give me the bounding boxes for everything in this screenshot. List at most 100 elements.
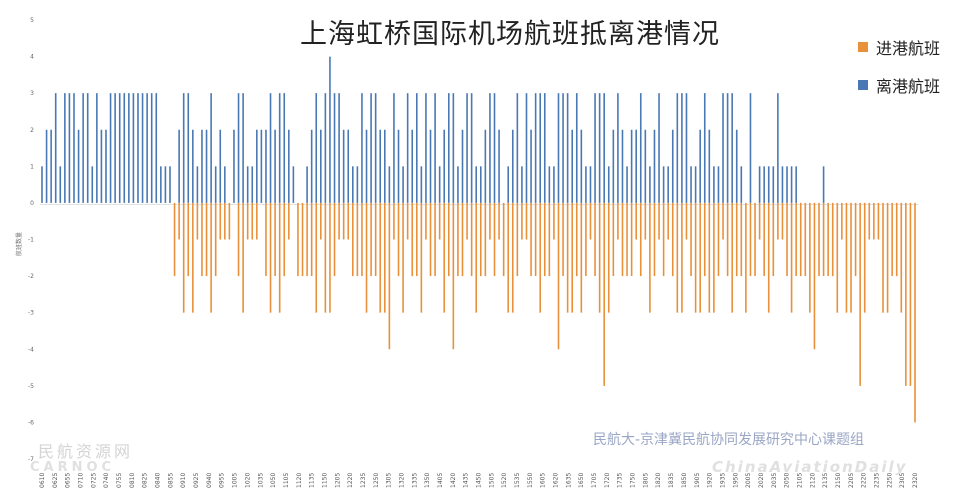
x-tick-label: 1950: [732, 473, 739, 488]
x-tick-label: 1150: [321, 473, 328, 488]
x-tick-label: 1635: [565, 473, 572, 488]
x-tick-label: 0955: [219, 473, 226, 488]
y-tick-label: -2: [28, 273, 34, 280]
y-tick-label: 1: [30, 163, 34, 170]
x-tick-label: 0810: [129, 473, 136, 488]
x-axis: 0610 0625 0655 0710 0725 0740 0755 0810 0825 0840…: [39, 473, 919, 488]
credit-text: 民航大-京津冀民航协同发展研究中心课题组: [593, 432, 865, 448]
x-tick-label: 2305: [899, 473, 906, 488]
x-tick-label: 1205: [334, 473, 341, 488]
x-tick-label: 2205: [848, 473, 855, 488]
x-tick-label: 0655: [65, 473, 72, 488]
x-tick-label: 1305: [386, 473, 393, 488]
x-tick-label: 0825: [142, 473, 149, 488]
x-tick-label: 0940: [206, 473, 213, 488]
legend-label-departures: 离港航班: [876, 77, 941, 96]
x-tick-label: 2020: [758, 473, 765, 488]
x-tick-label: 0910: [180, 473, 187, 488]
y-tick-label: -1: [28, 237, 34, 244]
x-tick-label: 0625: [52, 473, 59, 488]
x-tick-label: 1650: [578, 473, 585, 488]
x-tick-label: 0855: [167, 473, 174, 488]
departures-series: [41, 56, 825, 203]
watermark-carnoc-cn: 民航资源网: [38, 442, 134, 461]
x-tick-label: 2235: [874, 473, 881, 488]
x-tick-label: 1120: [296, 473, 303, 488]
x-tick-label: 1535: [514, 473, 521, 488]
x-tick-label: 1720: [604, 473, 611, 488]
legend-item-arrivals: 进港航班: [858, 28, 940, 66]
x-tick-label: 1805: [642, 473, 649, 488]
x-tick-label: 1105: [283, 473, 290, 488]
x-tick-label: 2120: [809, 473, 816, 488]
x-tick-label: 0755: [116, 473, 123, 488]
chart-title: 上海虹桥国际机场航班抵离港情况: [300, 19, 720, 50]
legend-swatch-arrivals: [858, 42, 868, 52]
x-tick-label: 1520: [501, 473, 508, 488]
y-tick-label: -6: [28, 419, 34, 426]
x-tick-label: 1605: [540, 473, 547, 488]
x-tick-label: 1935: [719, 473, 726, 488]
x-tick-label: 1835: [668, 473, 675, 488]
x-tick-label: 1550: [527, 473, 534, 488]
x-tick-label: 1005: [232, 473, 239, 488]
x-tick-label: 1020: [244, 473, 251, 488]
x-tick-label: 1035: [257, 473, 264, 488]
y-tick-label: 2: [30, 127, 34, 134]
y-tick-label: -4: [28, 346, 34, 353]
x-tick-label: 1705: [591, 473, 598, 488]
x-tick-label: 2105: [797, 473, 804, 488]
y-axis: 5 4 3 2 1 0 -1 -2 -3 -4 -5 -6 -7: [28, 17, 34, 463]
x-tick-label: 1450: [476, 473, 483, 488]
y-tick-label: 5: [30, 17, 34, 24]
x-tick-label: 1820: [655, 473, 662, 488]
x-tick-label: 2050: [784, 473, 791, 488]
x-tick-label: 1135: [309, 473, 316, 488]
x-tick-label: 2135: [822, 473, 829, 488]
watermark-china-aviation-daily: ChinaAviationDaily: [712, 458, 908, 476]
x-tick-label: 1350: [424, 473, 431, 488]
x-tick-label: 0840: [155, 473, 162, 488]
y-tick-label: 4: [30, 54, 34, 61]
x-tick-label: 1905: [694, 473, 701, 488]
x-tick-label: 1235: [360, 473, 367, 488]
x-tick-label: 1250: [373, 473, 380, 488]
x-tick-label: 0610: [39, 473, 46, 488]
x-tick-label: 0740: [103, 473, 110, 488]
x-tick-label: 1735: [617, 473, 624, 488]
legend-item-departures: 离港航班: [858, 66, 940, 104]
x-tick-label: 1050: [270, 473, 277, 488]
x-tick-label: 1420: [450, 473, 457, 488]
x-tick-label: 1750: [630, 473, 637, 488]
x-tick-label: 1920: [707, 473, 714, 488]
y-tick-label: -3: [28, 310, 34, 317]
y-tick-label: 0: [30, 200, 34, 207]
x-tick-label: 0925: [193, 473, 200, 488]
x-tick-label: 2005: [745, 473, 752, 488]
arrivals-series: [173, 202, 916, 423]
x-tick-label: 1335: [411, 473, 418, 488]
y-tick-label: -5: [28, 383, 34, 390]
y-tick-label: -7: [28, 456, 34, 463]
x-tick-label: 0725: [90, 473, 97, 488]
y-tick-label: 3: [30, 90, 34, 97]
watermark-carnoc-en: CARNOC: [30, 460, 116, 475]
legend: 进港航班 离港航班: [858, 28, 940, 104]
x-tick-label: 1620: [553, 473, 560, 488]
x-tick-label: 1320: [399, 473, 406, 488]
y-axis-label: 航班数量: [15, 232, 23, 256]
x-tick-label: 2035: [771, 473, 778, 488]
x-tick-label: 1505: [488, 473, 495, 488]
x-tick-label: 2150: [835, 473, 842, 488]
legend-label-arrivals: 进港航班: [876, 39, 941, 58]
x-tick-label: 2250: [886, 473, 893, 488]
x-tick-label: 1220: [347, 473, 354, 488]
legend-swatch-departures: [858, 80, 868, 90]
x-tick-label: 2320: [912, 473, 919, 488]
x-tick-label: 1435: [463, 473, 470, 488]
x-tick-label: 1405: [437, 473, 444, 488]
x-tick-label: 0710: [78, 473, 85, 488]
x-tick-label: 1850: [681, 473, 688, 488]
x-tick-label: 2220: [861, 473, 868, 488]
